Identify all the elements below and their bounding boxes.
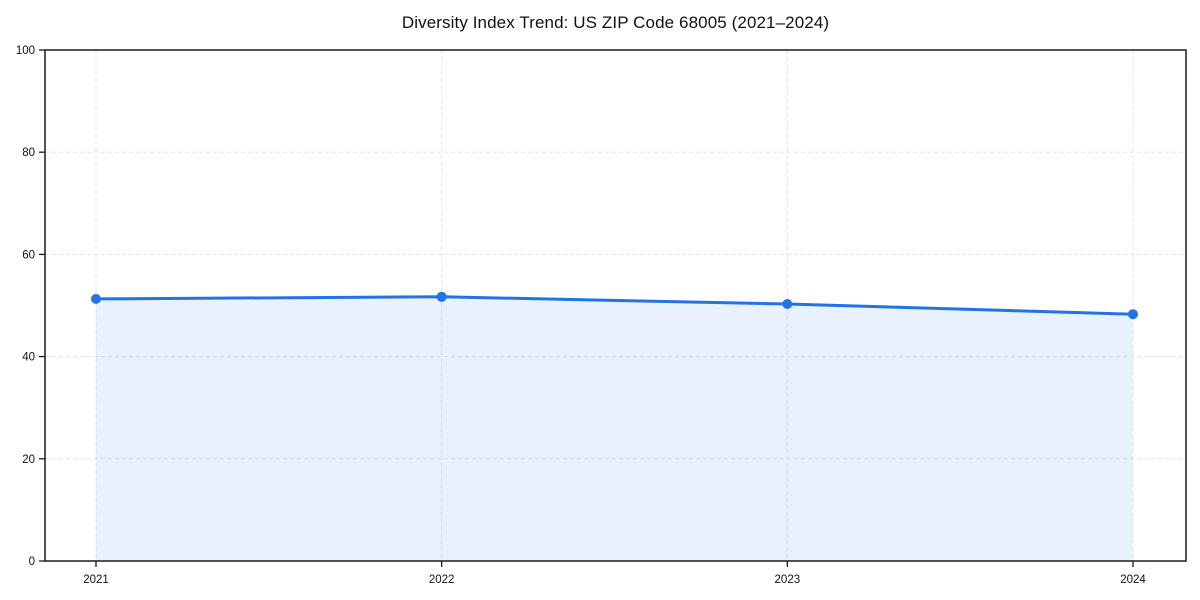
data-point-marker [1128, 309, 1138, 320]
trend-line [94, 295, 1135, 316]
plot-border [44, 49, 1187, 562]
x-tick-label: 2024 [1120, 574, 1146, 586]
x-tick-label: 2021 [83, 574, 109, 586]
y-tick-label: 60 [22, 249, 35, 261]
y-tick-label: 0 [29, 556, 35, 568]
y-tick-label: 20 [22, 454, 35, 466]
x-tick-label: 2023 [775, 574, 801, 586]
area-fill [96, 296, 1133, 561]
y-tick-label: 100 [16, 45, 35, 57]
y-tick-label: 40 [22, 352, 35, 364]
data-point-marker [436, 291, 447, 302]
data-point-marker [782, 299, 793, 309]
chart-title: Diversity Index Trend: US ZIP Code 68005… [401, 13, 830, 32]
y-tick-label: 80 [22, 147, 35, 159]
x-tick-label: 2022 [429, 574, 455, 586]
data-point-marker [91, 293, 101, 304]
